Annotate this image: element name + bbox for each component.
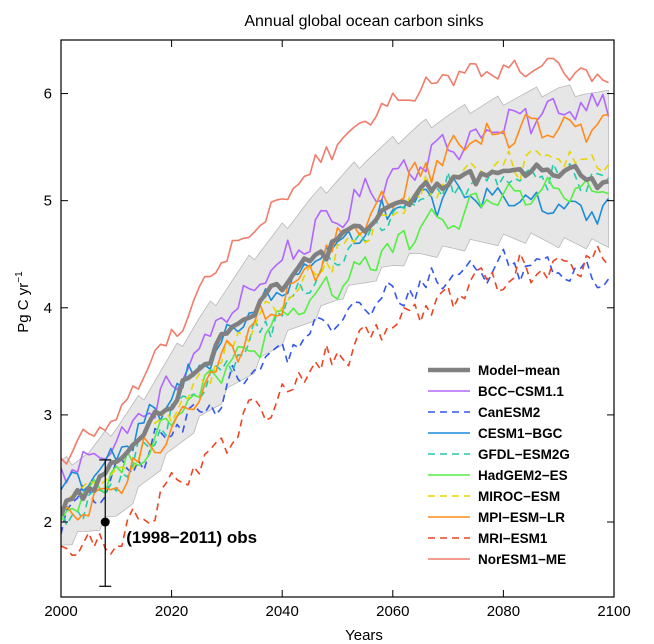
x-tick-label: 2040 (266, 603, 299, 620)
observation-point (100, 517, 110, 527)
series-line-hadgem2-es (61, 176, 609, 521)
series-line-canesm2 (61, 248, 610, 535)
legend-label-miroc-esm: MIROC−ESM (478, 489, 560, 504)
series-line-cesm1-bgc (61, 177, 610, 492)
legend-label-cesm1-bgc: CESM1−BGC (478, 426, 563, 441)
series-line-noresm1-me (61, 57, 609, 465)
series-line-model-mean (61, 162, 609, 517)
legend-label-mpi-esm-lr: MPI−ESM−LR (478, 510, 565, 525)
y-axis-title-main: Pg C yr (15, 283, 32, 333)
y-tick-label: 3 (44, 407, 52, 424)
y-tick-label: 5 (44, 193, 52, 210)
plot-frame (60, 39, 615, 598)
x-tick-label: 2060 (376, 603, 409, 620)
series-line-gfdl-esm2g (61, 162, 609, 526)
x-tick-label: 2100 (597, 603, 630, 620)
legend-label-canesm2: CanESM2 (478, 405, 540, 420)
y-tick-label: 6 (44, 86, 52, 103)
series-line-miroc-esm (61, 150, 610, 512)
y-axis-title-sup: −1 (14, 271, 25, 283)
x-tick-label: 2000 (44, 603, 77, 620)
x-tick-label: 2020 (155, 603, 188, 620)
legend-label-gfdl-esm2g: GFDL−ESM2G (478, 447, 570, 462)
legend-label-noresm1-me: NorESM1−ME (478, 552, 566, 567)
x-tick-label: 2080 (487, 603, 520, 620)
y-tick-label: 4 (44, 300, 52, 317)
legend-label-hadgem2-es: HadGEM2−ES (478, 468, 568, 483)
legend-label-mri-esm1: MRI−ESM1 (478, 531, 548, 546)
y-axis-title: Pg C yr−1 (14, 271, 32, 333)
chart-title: Annual global ocean carbon sinks (244, 13, 483, 30)
y-tick-label: 2 (44, 514, 52, 531)
x-axis-title: Years (345, 627, 383, 644)
legend-label-bcc-csm1-1: BCC−CSM1.1 (478, 384, 564, 399)
legend-label-model-mean: Model−mean (478, 363, 560, 378)
series-line-mri-esm1 (61, 245, 610, 556)
observation-label: (1998−2011) obs (126, 528, 257, 547)
